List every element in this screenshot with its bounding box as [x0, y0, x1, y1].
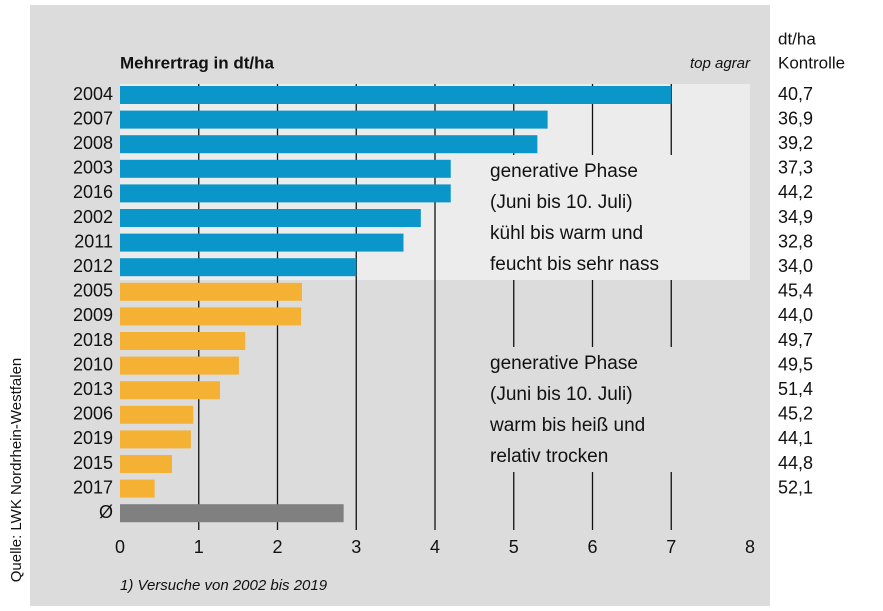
annotation: (Juni bis 10. Juli)	[490, 192, 633, 213]
x-tick-label: 1	[194, 537, 204, 557]
bar	[120, 184, 451, 203]
bar	[120, 381, 221, 400]
annotation: generative Phase	[490, 353, 638, 374]
bar	[120, 479, 155, 498]
y-tick-label: 2003	[73, 158, 113, 178]
x-tick-label: 6	[587, 537, 597, 557]
bar	[120, 282, 302, 301]
bar	[120, 332, 246, 350]
bar	[120, 356, 239, 375]
kontrolle-value: 37,3	[778, 158, 813, 178]
y-tick-label: Ø	[99, 502, 113, 522]
bar	[120, 430, 191, 449]
kontrolle-value: 34,0	[778, 256, 813, 276]
right-header: dt/ha	[778, 29, 816, 48]
bar	[120, 110, 548, 129]
x-tick-label: 0	[115, 537, 125, 557]
kontrolle-value: 40,7	[778, 84, 813, 104]
y-tick-label: 2004	[73, 84, 113, 104]
bar	[120, 405, 194, 424]
bar	[120, 86, 672, 104]
source: Quelle: LWK Nordrhein-Westfalen	[8, 358, 25, 583]
annotation: kühl bis warm und	[490, 223, 643, 244]
kontrolle-value: 45,4	[778, 281, 813, 301]
bar	[120, 504, 344, 523]
annotation: feucht bis sehr nass	[490, 254, 659, 275]
kontrolle-value: 49,5	[778, 354, 813, 374]
y-tick-label: 2002	[73, 207, 113, 227]
x-tick-label: 2	[272, 537, 282, 557]
kontrolle-value: 44,8	[778, 453, 813, 473]
y-tick-label: 2017	[73, 477, 113, 497]
kontrolle-value: 45,2	[778, 404, 813, 424]
y-tick-label: 2019	[73, 428, 113, 448]
annotation: generative Phase	[490, 161, 638, 182]
x-tick-label: 4	[430, 537, 440, 557]
y-tick-label: 2009	[73, 305, 113, 325]
y-tick-label: 2006	[73, 404, 113, 424]
kontrolle-value: 32,8	[778, 231, 813, 251]
annotation: warm bis heiß und	[489, 415, 645, 436]
y-tick-label: 2011	[74, 231, 113, 251]
kontrolle-value: 34,9	[778, 207, 813, 227]
bar	[120, 233, 404, 252]
bar	[120, 258, 357, 277]
chart-title: Mehrertrag in dt/ha	[120, 53, 275, 72]
footnote: 1) Versuche von 2002 bis 2019	[120, 577, 328, 594]
x-tick-label: 7	[666, 537, 676, 557]
brand: top agrar	[690, 55, 751, 72]
y-tick-label: 2012	[73, 256, 113, 276]
annotation-background	[482, 347, 712, 472]
annotation-background	[482, 155, 712, 280]
bar	[120, 209, 421, 227]
kontrolle-value: 36,9	[778, 108, 813, 128]
right-header: Kontrolle	[778, 53, 845, 72]
y-tick-label: 2007	[73, 108, 113, 128]
y-tick-label: 2005	[73, 281, 113, 301]
bar	[120, 307, 302, 326]
kontrolle-value: 39,2	[778, 133, 813, 153]
annotation: (Juni bis 10. Juli)	[490, 384, 633, 405]
kontrolle-value: 49,7	[778, 330, 813, 350]
y-tick-label: 2018	[73, 330, 113, 350]
kontrolle-value: 44,2	[778, 182, 813, 202]
y-tick-label: 2015	[73, 453, 113, 473]
bar	[120, 135, 538, 154]
y-tick-label: 2010	[73, 354, 113, 374]
kontrolle-value: 51,4	[778, 379, 813, 399]
kontrolle-value: 44,0	[778, 305, 813, 325]
kontrolle-value: 44,1	[778, 428, 813, 448]
x-tick-label: 3	[351, 537, 361, 557]
x-tick-label: 5	[509, 537, 519, 557]
kontrolle-value: 52,1	[778, 477, 813, 497]
x-tick-label: 8	[745, 537, 755, 557]
y-tick-label: 2016	[73, 182, 113, 202]
bar	[120, 455, 172, 473]
y-tick-label: 2013	[73, 379, 113, 399]
y-tick-label: 2008	[73, 133, 113, 153]
bar	[120, 159, 451, 178]
annotation: relativ trocken	[490, 446, 608, 467]
